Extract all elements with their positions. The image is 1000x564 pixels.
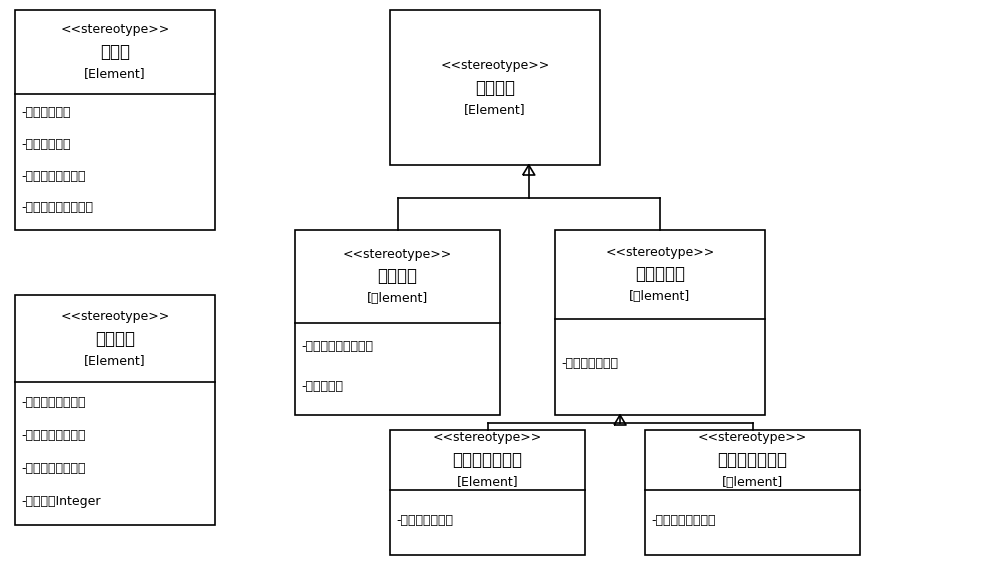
Text: <<stereotype>>: <<stereotype>>: [440, 59, 550, 72]
Bar: [295, 230, 500, 415]
Bar: [555, 230, 765, 415]
Text: [Element]: [Element]: [84, 354, 146, 367]
Text: [日lement]: [日lement]: [629, 290, 691, 303]
Text: -类型：形状类型: -类型：形状类型: [561, 356, 618, 369]
Bar: [15, 295, 215, 525]
Text: <<stereotype>>: <<stereotype>>: [698, 431, 807, 444]
Text: 流属性性: 流属性性: [475, 78, 515, 96]
Text: 关系约束: 关系约束: [95, 330, 135, 347]
Text: 简单形状属性性: 简单形状属性性: [452, 451, 522, 469]
Text: -关系值：Integer: -关系值：Integer: [21, 495, 100, 508]
Text: <<stereotype>>: <<stereotype>>: [433, 431, 542, 444]
Text: <<stereotype>>: <<stereotype>>: [60, 310, 170, 323]
Bar: [15, 10, 215, 230]
Text: [Element]: [Element]: [457, 475, 518, 488]
Text: -关系类型：字符串: -关系类型：字符串: [21, 396, 86, 409]
Text: <<stereotype>>: <<stereotype>>: [605, 246, 715, 259]
Text: -拥有关系：关系约束: -拥有关系：关系约束: [21, 201, 93, 214]
Text: -结构：层次形态图: -结构：层次形态图: [651, 513, 716, 527]
Text: -属性：值属性性: -属性：值属性性: [396, 513, 453, 527]
Bar: [390, 430, 585, 555]
Bar: [645, 430, 860, 555]
Text: -类型：流类型: -类型：流类型: [21, 106, 70, 119]
Text: 值属性性: 值属性性: [378, 267, 418, 285]
Bar: [390, 10, 600, 165]
Text: <<stereotype>>: <<stereotype>>: [60, 23, 170, 36]
Text: [Element]: [Element]: [84, 67, 146, 80]
Text: [日lement]: [日lement]: [722, 475, 783, 488]
Text: [Element]: [Element]: [464, 103, 526, 116]
Text: 流对象: 流对象: [100, 43, 130, 61]
Text: <<stereotype>>: <<stereotype>>: [343, 248, 452, 261]
Text: -拥有组件：流对象: -拥有组件：流对象: [21, 170, 86, 183]
Text: -起始对象：流对象: -起始对象：流对象: [21, 429, 86, 442]
Text: 复合形状属性性: 复合形状属性性: [718, 451, 788, 469]
Text: -类型：流属性性类型: -类型：流属性性类型: [301, 340, 373, 353]
Text: -目标对象：流对象: -目标对象：流对象: [21, 462, 86, 475]
Text: [日lement]: [日lement]: [367, 292, 428, 305]
Text: -值：字符串: -值：字符串: [301, 380, 343, 393]
Text: 形状属性性: 形状属性性: [635, 266, 685, 283]
Text: -属性：流属性: -属性：流属性: [21, 138, 70, 151]
